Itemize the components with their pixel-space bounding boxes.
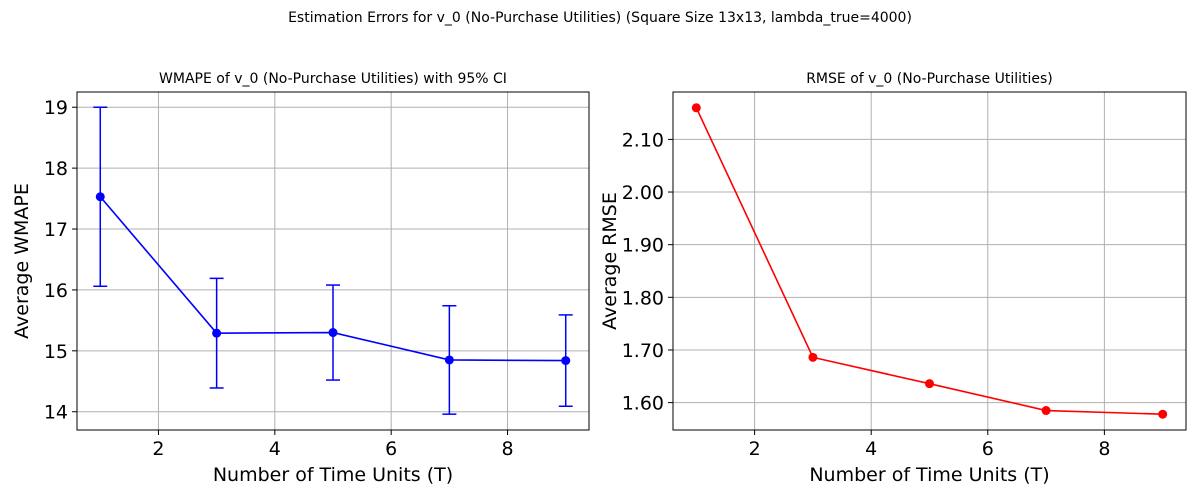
wmape-ytick-label-5: 19 [44, 97, 68, 119]
wmape-point-3 [444, 355, 454, 365]
rmse-chart: RMSE of v_0 (No-Purchase Utilities) 2 4 6 8 1… [599, 71, 1187, 486]
wmape-ytick-label-0: 14 [44, 402, 68, 424]
wmape-ytick-label-1: 15 [44, 341, 68, 363]
wmape-point-0 [95, 192, 105, 202]
rmse-xtick-label-1: 4 [865, 438, 877, 460]
rmse-xlabel: Number of Time Units (T) [809, 464, 1049, 486]
rmse-point-0 [691, 103, 701, 113]
rmse-xtick-label-0: 2 [749, 438, 761, 460]
wmape-point-4 [561, 356, 571, 366]
rmse-series-line [695, 107, 1163, 416]
rmse-ytick-label-0: 1.60 [622, 393, 664, 415]
wmape-chart: WMAPE of v_0 (No-Purchase Utilities) wit… [11, 71, 590, 486]
rmse-point-2 [925, 379, 934, 389]
rmse-ylabel: Average RMSE [599, 192, 621, 330]
wmape-axes-frame [76, 91, 590, 431]
wmape-ytick-label-2: 16 [44, 280, 68, 302]
wmape-ytick-label-3: 17 [44, 219, 68, 241]
rmse-ytick-label-4: 2.00 [622, 182, 664, 204]
rmse-ytick-label-3: 1.90 [622, 235, 664, 257]
rmse-point-3 [1041, 406, 1051, 416]
rmse-point-4 [1158, 409, 1168, 419]
wmape-xtick-label-1: 4 [269, 438, 281, 460]
rmse-axes-frame [672, 91, 1187, 431]
rmse-ytick-label-1: 1.70 [622, 340, 664, 362]
figure-suptitle: Estimation Errors for v_0 (No-Purchase U… [288, 10, 912, 26]
wmape-point-1 [212, 328, 222, 338]
wmape-xlabel: Number of Time Units (T) [213, 464, 453, 486]
rmse-ytick-label-2: 1.80 [622, 287, 664, 309]
wmape-title: WMAPE of v_0 (No-Purchase Utilities) wit… [159, 71, 507, 87]
wmape-xtick-label-3: 8 [501, 438, 513, 460]
rmse-title: RMSE of v_0 (No-Purchase Utilities) [806, 71, 1053, 87]
rmse-ytick-label-5: 2.10 [622, 129, 664, 151]
wmape-ytick-label-4: 18 [44, 158, 68, 180]
rmse-point-1 [808, 352, 818, 362]
wmape-xtick-label-0: 2 [152, 438, 164, 460]
wmape-point-2 [328, 328, 338, 338]
wmape-xtick-label-2: 6 [385, 438, 397, 460]
rmse-xtick-label-2: 6 [982, 438, 994, 460]
rmse-xtick-label-3: 8 [1098, 438, 1110, 460]
wmape-ylabel: Average WMAPE [11, 183, 33, 339]
